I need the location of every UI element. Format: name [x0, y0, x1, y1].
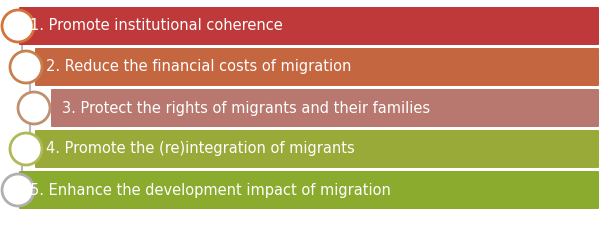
FancyBboxPatch shape: [19, 171, 599, 209]
Circle shape: [2, 174, 34, 206]
Circle shape: [2, 10, 34, 42]
Circle shape: [10, 51, 42, 83]
Circle shape: [10, 133, 42, 165]
Text: 5. Enhance the development impact of migration: 5. Enhance the development impact of mig…: [30, 182, 391, 197]
Text: 3. Protect the rights of migrants and their families: 3. Protect the rights of migrants and th…: [62, 100, 430, 115]
FancyBboxPatch shape: [51, 89, 599, 127]
Text: 4. Promote the (re)integration of migrants: 4. Promote the (re)integration of migran…: [46, 142, 355, 157]
FancyBboxPatch shape: [35, 130, 599, 168]
FancyBboxPatch shape: [35, 48, 599, 86]
FancyBboxPatch shape: [19, 7, 599, 45]
Circle shape: [18, 92, 50, 124]
Text: 1. Promote institutional coherence: 1. Promote institutional coherence: [30, 18, 283, 33]
Text: 2. Reduce the financial costs of migration: 2. Reduce the financial costs of migrati…: [46, 60, 352, 75]
